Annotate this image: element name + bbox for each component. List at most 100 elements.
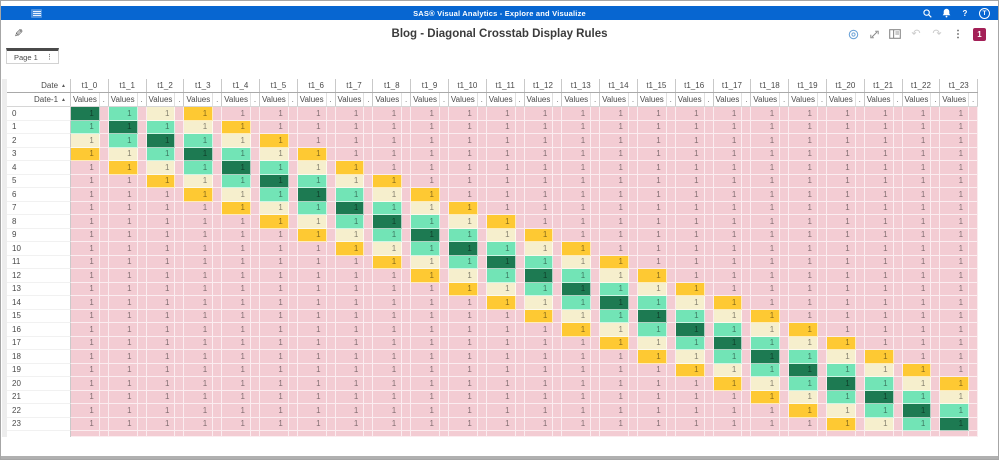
crosstab-cell[interactable]: 1 bbox=[486, 363, 516, 377]
crosstab-spacer-cell[interactable] bbox=[439, 161, 449, 175]
crosstab-spacer-cell[interactable] bbox=[742, 350, 752, 364]
crosstab-cell[interactable]: 1 bbox=[562, 269, 592, 283]
crosstab-spacer-cell[interactable] bbox=[780, 390, 790, 404]
crosstab-cell[interactable]: 1 bbox=[335, 174, 365, 188]
crosstab-spacer-cell[interactable] bbox=[439, 201, 449, 215]
crosstab-cell[interactable]: 1 bbox=[751, 120, 781, 134]
crosstab-spacer-cell[interactable] bbox=[99, 242, 109, 256]
crosstab-cell[interactable]: 1 bbox=[902, 417, 932, 431]
crosstab-cell[interactable]: 1 bbox=[675, 188, 705, 202]
crosstab-spacer-cell[interactable] bbox=[666, 350, 676, 364]
column-header-t1_9[interactable]: t1_9 bbox=[411, 79, 449, 92]
crosstab-cell[interactable]: 1 bbox=[259, 174, 289, 188]
crosstab-spacer-cell[interactable] bbox=[515, 350, 525, 364]
crosstab-spacer-cell[interactable] bbox=[666, 282, 676, 296]
crosstab-cell[interactable]: 1 bbox=[222, 107, 251, 121]
crosstab-spacer-cell[interactable] bbox=[704, 309, 714, 323]
crosstab-spacer-cell[interactable] bbox=[175, 201, 185, 215]
crosstab-cell[interactable]: 1 bbox=[713, 363, 743, 377]
crosstab-spacer-cell[interactable] bbox=[969, 242, 979, 256]
crosstab-spacer-cell[interactable] bbox=[364, 242, 374, 256]
crosstab-cell[interactable]: 1 bbox=[146, 147, 176, 161]
crosstab-cell[interactable]: 1 bbox=[826, 363, 856, 377]
crosstab-spacer-cell[interactable] bbox=[477, 107, 487, 121]
crosstab-spacer-cell[interactable] bbox=[402, 350, 412, 364]
crosstab-cell[interactable]: 1 bbox=[259, 404, 289, 418]
crosstab-spacer-cell[interactable] bbox=[666, 336, 676, 350]
crosstab-cell[interactable]: 1 bbox=[826, 215, 856, 229]
crosstab-cell[interactable]: 1 bbox=[864, 188, 894, 202]
spacer-header[interactable]: . bbox=[289, 93, 298, 106]
crosstab-cell[interactable]: 1 bbox=[448, 296, 478, 310]
crosstab-cell[interactable]: 1 bbox=[864, 255, 894, 269]
crosstab-cell[interactable]: 1 bbox=[637, 363, 667, 377]
crosstab-cell[interactable]: 1 bbox=[524, 107, 554, 121]
crosstab-cell[interactable]: 1 bbox=[789, 296, 818, 310]
crosstab-spacer-cell[interactable] bbox=[326, 228, 336, 242]
crosstab-cell[interactable]: 1 bbox=[713, 201, 743, 215]
crosstab-cell[interactable]: 1 bbox=[600, 336, 629, 350]
crosstab-spacer-cell[interactable] bbox=[364, 255, 374, 269]
crosstab-cell[interactable]: 1 bbox=[71, 309, 100, 323]
spacer-header[interactable]: . bbox=[327, 93, 336, 106]
crosstab-spacer-cell[interactable] bbox=[439, 188, 449, 202]
crosstab-cell[interactable]: 1 bbox=[675, 309, 705, 323]
crosstab-spacer-cell[interactable] bbox=[628, 323, 638, 337]
crosstab-cell[interactable]: 1 bbox=[637, 323, 667, 337]
row-header-14[interactable]: 14 bbox=[7, 296, 71, 310]
row-header-8[interactable]: 8 bbox=[7, 215, 71, 229]
crosstab-spacer-cell[interactable] bbox=[288, 363, 298, 377]
crosstab-cell[interactable]: 1 bbox=[297, 228, 327, 242]
crosstab-cell[interactable]: 1 bbox=[864, 377, 894, 391]
crosstab-spacer-cell[interactable] bbox=[250, 174, 260, 188]
crosstab-spacer-cell[interactable] bbox=[704, 282, 714, 296]
crosstab-spacer-cell[interactable] bbox=[99, 417, 109, 431]
crosstab-cell[interactable]: 1 bbox=[637, 296, 667, 310]
crosstab-spacer-cell[interactable] bbox=[137, 228, 147, 242]
spacer-header[interactable]: . bbox=[516, 93, 525, 106]
spacer-header[interactable]: . bbox=[553, 93, 563, 106]
crosstab-spacer-cell[interactable] bbox=[439, 174, 449, 188]
crosstab-spacer-cell[interactable] bbox=[855, 296, 865, 310]
crosstab-spacer-cell[interactable] bbox=[175, 296, 185, 310]
crosstab-cell[interactable]: 1 bbox=[524, 269, 554, 283]
crosstab-cell[interactable]: 1 bbox=[486, 350, 516, 364]
crosstab-spacer-cell[interactable] bbox=[250, 215, 260, 229]
crosstab-spacer-cell[interactable] bbox=[666, 228, 676, 242]
crosstab-cell[interactable]: 1 bbox=[751, 282, 781, 296]
crosstab-spacer-cell[interactable] bbox=[780, 174, 790, 188]
values-header[interactable]: Values bbox=[751, 93, 781, 106]
crosstab-spacer-cell[interactable] bbox=[704, 336, 714, 350]
crosstab-cell[interactable]: 1 bbox=[335, 134, 365, 148]
crosstab-cell[interactable]: 1 bbox=[373, 147, 403, 161]
crosstab-cell[interactable]: 1 bbox=[108, 242, 138, 256]
crosstab-spacer-cell[interactable] bbox=[591, 269, 601, 283]
crosstab-spacer-cell[interactable] bbox=[591, 228, 601, 242]
crosstab-cell[interactable]: 1 bbox=[713, 242, 743, 256]
crosstab-spacer-cell[interactable] bbox=[137, 417, 147, 431]
crosstab-cell[interactable]: 1 bbox=[524, 228, 554, 242]
crosstab-spacer-cell[interactable] bbox=[553, 350, 563, 364]
crosstab-spacer-cell[interactable] bbox=[99, 215, 109, 229]
crosstab-spacer-cell[interactable] bbox=[855, 417, 865, 431]
crosstab-cell[interactable]: 1 bbox=[411, 417, 440, 431]
crosstab-cell[interactable]: 1 bbox=[751, 201, 781, 215]
crosstab-spacer-cell[interactable] bbox=[704, 134, 714, 148]
crosstab-spacer-cell[interactable] bbox=[591, 309, 601, 323]
crosstab-spacer-cell[interactable] bbox=[855, 390, 865, 404]
crosstab-cell[interactable]: 1 bbox=[789, 417, 818, 431]
crosstab-spacer-cell[interactable] bbox=[288, 336, 298, 350]
crosstab-cell[interactable]: 1 bbox=[637, 242, 667, 256]
crosstab-cell[interactable]: 1 bbox=[940, 363, 970, 377]
crosstab-cell[interactable]: 1 bbox=[600, 363, 629, 377]
crosstab-cell[interactable]: 1 bbox=[940, 417, 970, 431]
crosstab-spacer-cell[interactable] bbox=[704, 174, 714, 188]
crosstab-spacer-cell[interactable] bbox=[817, 377, 827, 391]
crosstab-spacer-cell[interactable] bbox=[780, 107, 790, 121]
crosstab-cell[interactable]: 1 bbox=[902, 309, 932, 323]
crosstab-spacer-cell[interactable] bbox=[99, 323, 109, 337]
spacer-header[interactable]: . bbox=[931, 93, 941, 106]
crosstab-spacer-cell[interactable] bbox=[742, 296, 752, 310]
crosstab-cell[interactable]: 1 bbox=[562, 363, 592, 377]
crosstab-cell[interactable]: 1 bbox=[259, 255, 289, 269]
